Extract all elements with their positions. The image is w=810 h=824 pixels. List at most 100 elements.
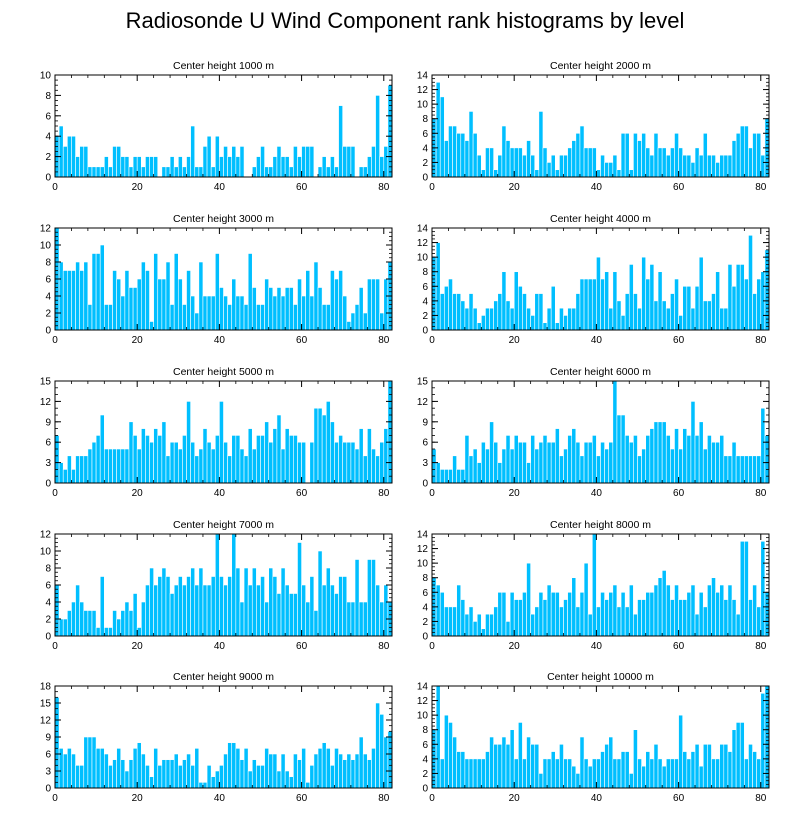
- panel-9-bar: [145, 765, 150, 789]
- panel-1-bar: [342, 146, 348, 178]
- panel-10-bar: [707, 743, 712, 789]
- panel-4-title: Center height 4000 m: [550, 213, 651, 225]
- panel-1-bar: [67, 135, 72, 178]
- panel-7-bar: [108, 627, 113, 637]
- panel-9-bar: [239, 759, 245, 789]
- panel-4-bar: [727, 264, 733, 331]
- panel-4-y-tick-label: 10: [417, 253, 429, 264]
- panel-8-bar: [637, 599, 642, 637]
- panel-4-bar: [456, 293, 462, 331]
- panel-8-bar: [575, 606, 581, 637]
- panel-1-bar: [169, 156, 175, 178]
- panel-5-bar: [128, 421, 134, 484]
- panel-6-bar: [608, 441, 614, 484]
- panel-3-y-tick-label: 10: [40, 241, 52, 252]
- panel-1-bar: [79, 146, 85, 178]
- panel-5-bar: [136, 448, 142, 484]
- panel-4-bar: [682, 285, 688, 331]
- panel-3-x-tick-label: 0: [52, 335, 58, 346]
- panel-4-bar: [464, 307, 470, 331]
- panel-3-x-tick-label: 60: [296, 335, 308, 346]
- panel-1-bar: [182, 166, 187, 178]
- panel-2-bar: [637, 140, 642, 178]
- panel-7-bar: [210, 576, 216, 637]
- panel-10-bar: [464, 758, 470, 789]
- panel-3-bar: [83, 261, 89, 331]
- panel-1-bar: [136, 156, 142, 178]
- panel-9-bar: [338, 753, 343, 789]
- panel-10-bar: [542, 758, 548, 789]
- panel-5-bar: [231, 435, 237, 484]
- panel-9-bar: [362, 753, 368, 789]
- panel-6-bar: [460, 469, 466, 484]
- panel-5-bar: [169, 441, 175, 484]
- panel-1-bar: [91, 166, 97, 178]
- panel-10-x-tick-label: 20: [509, 793, 521, 804]
- panel-8-bar: [472, 621, 478, 637]
- panel-10-bar: [583, 758, 589, 789]
- panel-3-bar: [116, 278, 122, 331]
- panel-1-bar: [268, 166, 274, 178]
- panel-4-bar: [538, 293, 544, 331]
- panel-8-bar: [645, 591, 651, 637]
- panel-4-bar: [518, 285, 523, 331]
- panel-6-x-tick-label: 80: [755, 488, 767, 499]
- panel-1-bar: [206, 135, 212, 178]
- panel-8-y-tick-label: 8: [422, 573, 428, 584]
- panel-8-bar: [608, 591, 614, 637]
- panel-7-bar: [227, 576, 233, 637]
- panel-4-bar: [559, 307, 564, 331]
- panel-4-bar: [489, 307, 494, 331]
- panel-3-bar: [214, 253, 220, 331]
- panel-9-bar: [227, 742, 233, 789]
- panel-6-bar: [583, 441, 589, 484]
- panel-2-bar: [628, 169, 634, 178]
- panel-6-bar: [707, 435, 712, 484]
- panel-10-bar: [702, 743, 708, 789]
- panel-10-bar: [686, 758, 692, 789]
- panel-2-bar: [600, 154, 605, 178]
- panel-7-bar: [301, 584, 306, 637]
- panel-1-bar: [71, 135, 76, 178]
- panel-3-bar: [280, 295, 286, 331]
- panel-1-bar: [375, 95, 380, 178]
- panel-1-x-tick-label: 80: [378, 182, 390, 193]
- panel-1-bar: [256, 156, 261, 178]
- panel-6-bar: [620, 414, 626, 484]
- panel-6-bar: [571, 428, 577, 484]
- panel-5-bar: [309, 441, 315, 484]
- panel-9-bar: [313, 753, 319, 789]
- panel-7-bar: [251, 567, 257, 637]
- panel-10-bar: [752, 751, 757, 789]
- panel-7-bar: [383, 584, 389, 637]
- panel-5-x-tick-label: 60: [296, 488, 308, 499]
- panel-8-bar: [665, 584, 671, 637]
- panel-3-bar: [256, 304, 261, 331]
- panel-5-bar: [149, 441, 154, 484]
- panel-1-bar: [62, 146, 68, 178]
- panel-5-bar: [251, 448, 257, 484]
- panel-2-bar: [702, 132, 708, 178]
- panel-1-bar: [260, 146, 265, 178]
- panel-10-bar: [731, 729, 737, 789]
- panel-6-x-tick-label: 40: [591, 488, 603, 499]
- panel-2-bar: [567, 147, 573, 178]
- panel-1-bar: [338, 105, 343, 178]
- panel-6-bar: [637, 455, 642, 484]
- panel-2-y-tick-label: 0: [422, 173, 428, 184]
- panel-8-bar: [591, 533, 597, 637]
- panel-3-bar: [165, 261, 171, 331]
- panel-10-bar: [530, 743, 536, 789]
- panel-2-bar: [587, 147, 593, 178]
- panel-6-bar: [509, 448, 515, 484]
- panel-8-bar: [444, 606, 449, 637]
- panel-3-bar: [247, 253, 253, 331]
- panel-3-bar: [354, 304, 360, 331]
- panel-2-x-tick-label: 60: [673, 182, 685, 193]
- panel-10-x-tick-label: 80: [755, 793, 767, 804]
- panel-3-bar: [251, 287, 257, 331]
- panel-9-bar: [136, 742, 142, 789]
- panel-3-bar: [371, 278, 376, 331]
- panel-5-bar: [334, 441, 339, 484]
